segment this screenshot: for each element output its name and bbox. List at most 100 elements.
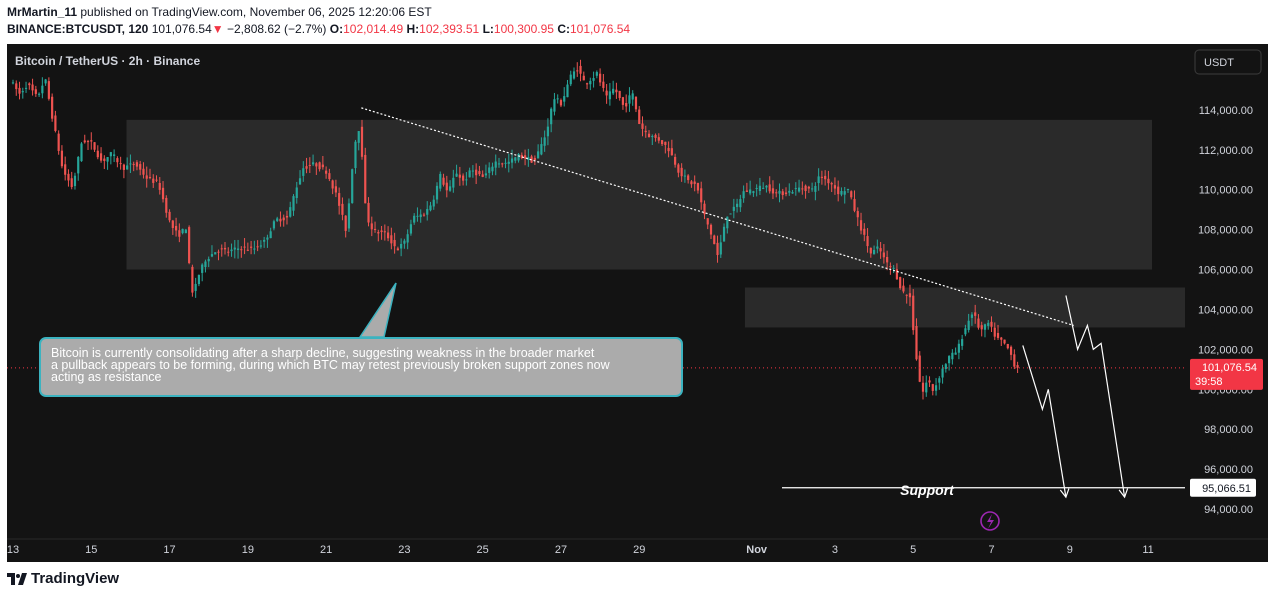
candle[interactable] (400, 243, 403, 249)
candle[interactable] (396, 248, 399, 251)
candle[interactable] (246, 249, 249, 251)
candle[interactable] (393, 239, 396, 247)
candle[interactable] (585, 83, 589, 85)
candle[interactable] (475, 169, 478, 176)
candle[interactable] (634, 96, 638, 110)
candle[interactable] (285, 215, 289, 218)
candle[interactable] (843, 191, 846, 195)
candle[interactable] (445, 182, 448, 191)
candle[interactable] (148, 177, 152, 179)
candle[interactable] (484, 173, 488, 176)
candle[interactable] (961, 339, 964, 346)
candle[interactable] (139, 164, 142, 170)
candle[interactable] (31, 84, 34, 91)
candle[interactable] (1016, 365, 1019, 368)
candle[interactable] (938, 378, 941, 383)
candle[interactable] (964, 328, 967, 335)
candle[interactable] (944, 364, 947, 369)
candle[interactable] (703, 203, 706, 215)
candle[interactable] (455, 173, 458, 177)
candle[interactable] (608, 91, 611, 100)
candle[interactable] (990, 321, 993, 327)
candle[interactable] (435, 185, 439, 200)
candle[interactable] (846, 189, 850, 191)
candle[interactable] (86, 141, 90, 143)
chart-panel[interactable]: 94,000.00 96,000.00 98,000.00 100,000.00 102… (7, 44, 1275, 562)
candle[interactable] (638, 109, 641, 124)
candle[interactable] (305, 166, 308, 169)
candle[interactable] (915, 325, 918, 360)
candle[interactable] (390, 235, 393, 244)
candle[interactable] (612, 88, 615, 94)
candle[interactable] (797, 187, 801, 192)
candle[interactable] (122, 164, 125, 170)
candle[interactable] (409, 224, 413, 234)
candle[interactable] (422, 214, 426, 216)
candle[interactable] (735, 203, 739, 207)
candle[interactable] (18, 87, 21, 94)
candle[interactable] (96, 150, 99, 158)
candle[interactable] (709, 224, 713, 235)
candle[interactable] (788, 190, 791, 193)
candle[interactable] (210, 254, 214, 257)
candle[interactable] (957, 343, 960, 353)
candle[interactable] (67, 173, 70, 181)
candle[interactable] (781, 191, 784, 196)
candle[interactable] (670, 148, 673, 156)
candle[interactable] (641, 123, 644, 129)
candle[interactable] (142, 168, 145, 175)
candle[interactable] (853, 198, 856, 211)
candle[interactable] (250, 246, 253, 248)
candle[interactable] (827, 178, 830, 184)
candle[interactable] (263, 239, 266, 242)
candle[interactable] (543, 137, 546, 146)
candle[interactable] (1009, 346, 1013, 355)
candle[interactable] (895, 269, 899, 280)
candle[interactable] (64, 164, 67, 175)
candle[interactable] (468, 170, 471, 178)
candle[interactable] (755, 187, 758, 189)
candle[interactable] (722, 226, 726, 242)
candle[interactable] (925, 382, 928, 393)
candle[interactable] (497, 163, 501, 165)
candle[interactable] (132, 163, 135, 165)
candle[interactable] (820, 176, 823, 178)
candle[interactable] (794, 188, 797, 190)
candle[interactable] (605, 90, 608, 96)
candle[interactable] (970, 314, 974, 318)
candle[interactable] (872, 249, 876, 255)
candle[interactable] (569, 74, 572, 85)
candle[interactable] (83, 140, 86, 143)
candle[interactable] (325, 170, 328, 174)
candle[interactable] (47, 81, 50, 99)
candle[interactable] (201, 264, 204, 273)
candle[interactable] (432, 199, 435, 207)
candle[interactable] (236, 248, 240, 250)
candle[interactable] (967, 320, 970, 330)
candle[interactable] (628, 95, 631, 104)
candle[interactable] (188, 227, 191, 264)
candle[interactable] (416, 215, 419, 217)
candle[interactable] (833, 185, 837, 189)
candle[interactable] (41, 85, 44, 94)
candle[interactable] (351, 169, 354, 204)
candle[interactable] (713, 235, 716, 245)
candle[interactable] (625, 102, 628, 107)
candle[interactable] (876, 246, 879, 249)
candle[interactable] (90, 140, 93, 142)
candle[interactable] (739, 199, 742, 208)
candle[interactable] (983, 324, 987, 330)
candle[interactable] (70, 178, 73, 188)
candle[interactable] (370, 223, 373, 230)
author-name[interactable]: MrMartin_11 (7, 5, 78, 19)
time-axis[interactable]: 13 15 17 19 21 23 25 27 29 Nov 3 5 7 9 11 (7, 538, 1268, 556)
candle[interactable] (103, 158, 106, 162)
candle[interactable] (540, 144, 543, 155)
projection-path[interactable] (1065, 295, 1126, 498)
candle[interactable] (951, 352, 954, 360)
candle[interactable] (660, 140, 664, 145)
candle[interactable] (429, 205, 432, 211)
candle[interactable] (334, 186, 338, 193)
candle[interactable] (184, 229, 187, 234)
candle[interactable] (533, 157, 536, 161)
